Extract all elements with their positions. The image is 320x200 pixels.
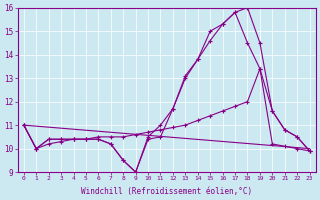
X-axis label: Windchill (Refroidissement éolien,°C): Windchill (Refroidissement éolien,°C) (81, 187, 252, 196)
